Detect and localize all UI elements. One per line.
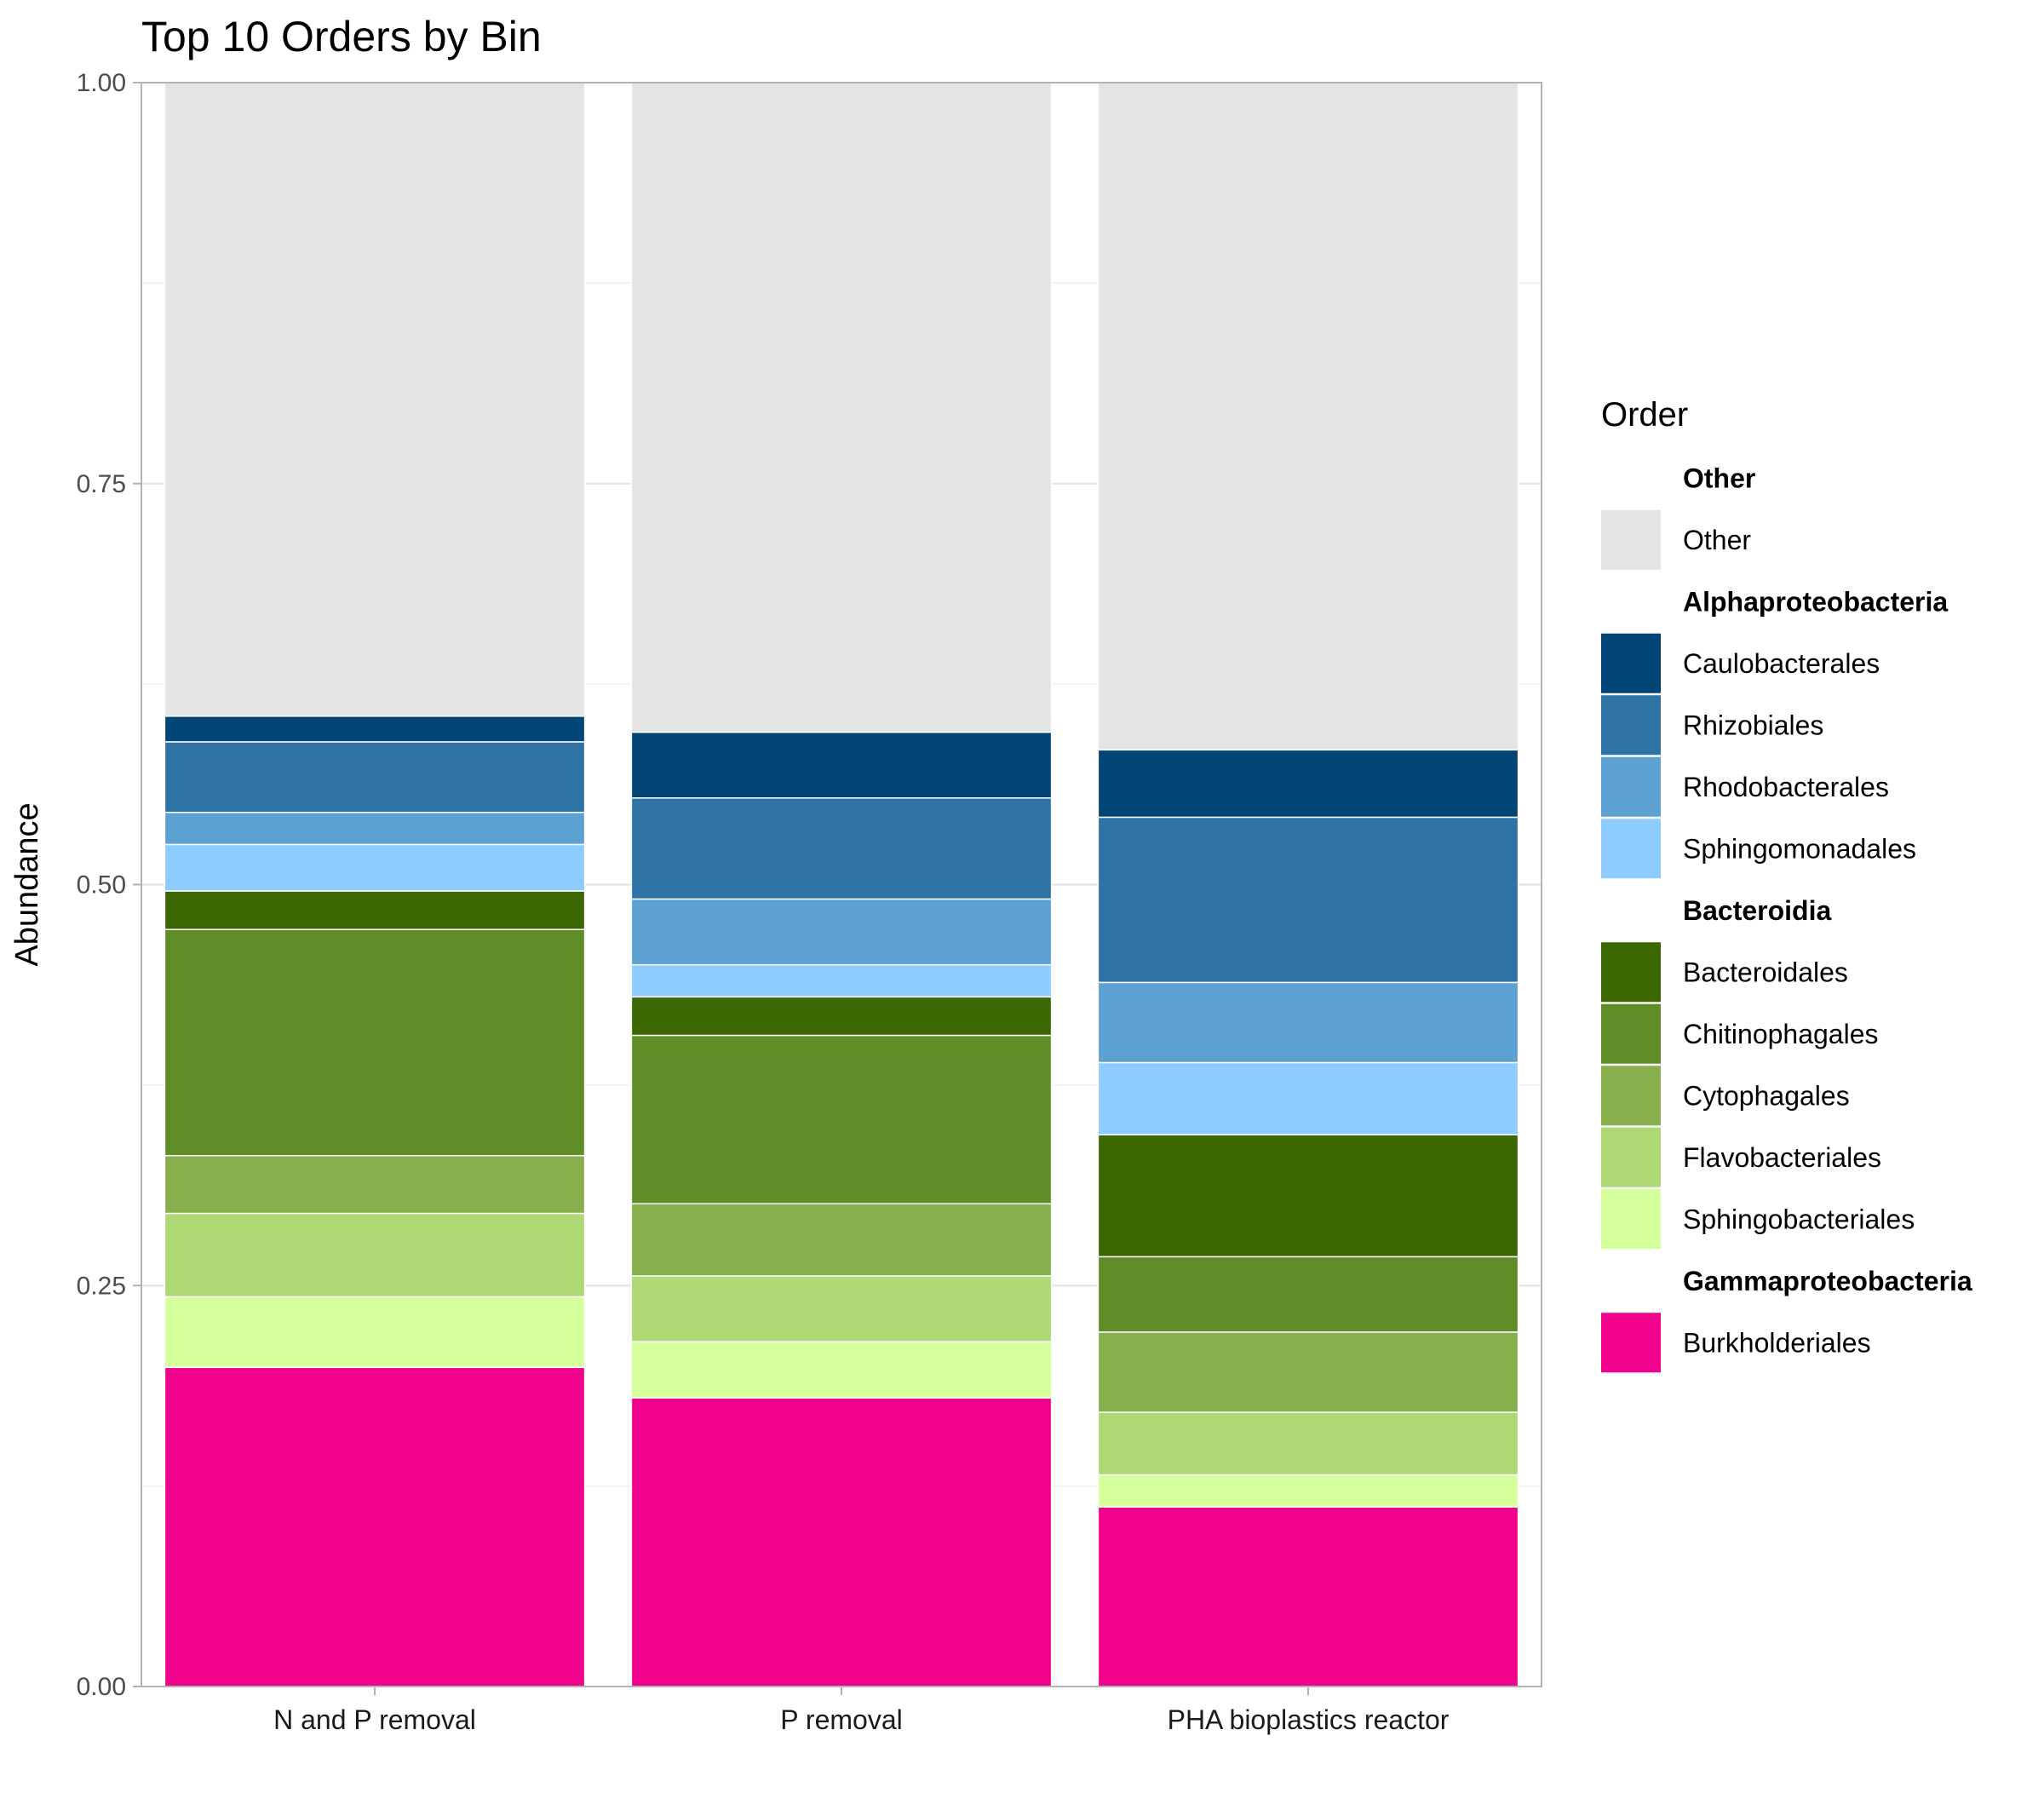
x-tick-label: P removal (780, 1704, 902, 1735)
bar-segment-rhizobiales (164, 741, 586, 813)
legend-item-label: Sphingomonadales (1683, 833, 1916, 864)
bar-segment-rhodobacterales (1097, 981, 1519, 1064)
bar-segment-flavobacteriales (164, 1212, 586, 1298)
legend-item-label: Caulobacterales (1683, 648, 1880, 679)
bar-segment-rhodobacterales (164, 812, 586, 846)
bar-segment-chitinophagales (164, 928, 586, 1157)
legend-swatch (1601, 1313, 1661, 1373)
y-tick-label: 0.50 (77, 871, 126, 899)
bar-segment-sphingobacteriales (164, 1296, 586, 1369)
legend-item-label: Bacteroidales (1683, 957, 1848, 987)
legend-swatch (1601, 1003, 1661, 1064)
legend-swatch (1601, 1066, 1661, 1126)
bar-segment-other (630, 82, 1053, 733)
bar-segment-chitinophagales (1097, 1256, 1519, 1333)
legend-swatch (1601, 633, 1661, 693)
legend-item-label: Sphingobacteriales (1683, 1204, 1915, 1234)
y-axis-title: Abundance (9, 802, 45, 966)
bar-segment-cytophagales (630, 1203, 1053, 1277)
bar-segment-caulobacterales (630, 731, 1053, 799)
legend-swatch (1601, 509, 1661, 570)
bar-segment-burkholderiales (164, 1366, 586, 1687)
bar-segment-cytophagales (1097, 1331, 1519, 1413)
bar-segment-rhizobiales (630, 797, 1053, 900)
bar-segment-sphingomonadales (1097, 1061, 1519, 1135)
legend-item-label: Chitinophagales (1683, 1019, 1879, 1049)
bar-segment-bacteroidales (164, 890, 586, 930)
bar-segment-rhizobiales (1097, 816, 1519, 984)
legend-swatch (1601, 756, 1661, 817)
legend-swatch (1601, 695, 1661, 756)
legend-item-label: Cytophagales (1683, 1080, 1850, 1111)
legend-swatch (1601, 819, 1661, 879)
bar-segment-rhodobacterales (630, 898, 1053, 966)
x-tick-label: N and P removal (273, 1704, 476, 1735)
y-tick-label: 0.25 (77, 1272, 126, 1300)
bar-segment-bacteroidales (630, 996, 1053, 1037)
legend-item-label: Rhizobiales (1683, 710, 1823, 740)
bars (164, 82, 1519, 1687)
bar-segment-chitinophagales (630, 1034, 1053, 1204)
chart-title: Top 10 Orders by Bin (141, 13, 542, 60)
legend-group-title: Other (1683, 463, 1755, 493)
bar-segment-flavobacteriales (630, 1275, 1053, 1342)
legend: Other Other Alphaproteobacteria Caulobacter… (1601, 463, 1972, 1373)
bar-segment-cytophagales (164, 1154, 586, 1215)
bar-segment-caulobacterales (1097, 749, 1519, 819)
legend-swatch (1601, 942, 1661, 1003)
axes: 0.00 0.25 0.50 0.75 1.00 N and P removal P rem… (77, 69, 1542, 1735)
bar-segment-sphingobacteriales (630, 1341, 1053, 1399)
bar-segment-burkholderiales (630, 1397, 1053, 1687)
legend-group-title: Alphaproteobacteria (1683, 586, 1948, 617)
legend-title: Order (1601, 396, 1688, 434)
y-tick-label: 1.00 (77, 69, 126, 97)
legend-item-label: Flavobacteriales (1683, 1142, 1881, 1173)
bar-segment-caulobacterales (164, 715, 586, 743)
legend-item-label: Rhodobacterales (1683, 772, 1889, 802)
bar-segment-sphingomonadales (164, 843, 586, 892)
y-tick-label: 0.00 (77, 1673, 126, 1701)
bar-segment-other (164, 82, 586, 717)
bar-segment-burkholderiales (1097, 1506, 1519, 1687)
legend-group-title: Bacteroidia (1683, 895, 1831, 926)
bar-segment-bacteroidales (1097, 1134, 1519, 1258)
y-tick-label: 0.75 (77, 470, 126, 498)
bar-segment-other (1097, 82, 1519, 751)
legend-swatch (1601, 1189, 1661, 1250)
legend-item-label: Other (1683, 525, 1751, 555)
x-tick-label: PHA bioplastics reactor (1168, 1704, 1450, 1735)
legend-group-title: Gammaproteobacteria (1683, 1266, 1972, 1296)
bar-segment-flavobacteriales (1097, 1411, 1519, 1476)
bar-segment-sphingobacteriales (1097, 1474, 1519, 1508)
legend-item-label: Burkholderiales (1683, 1327, 1871, 1358)
legend-swatch (1601, 1127, 1661, 1187)
bar-segment-sphingomonadales (630, 963, 1053, 998)
